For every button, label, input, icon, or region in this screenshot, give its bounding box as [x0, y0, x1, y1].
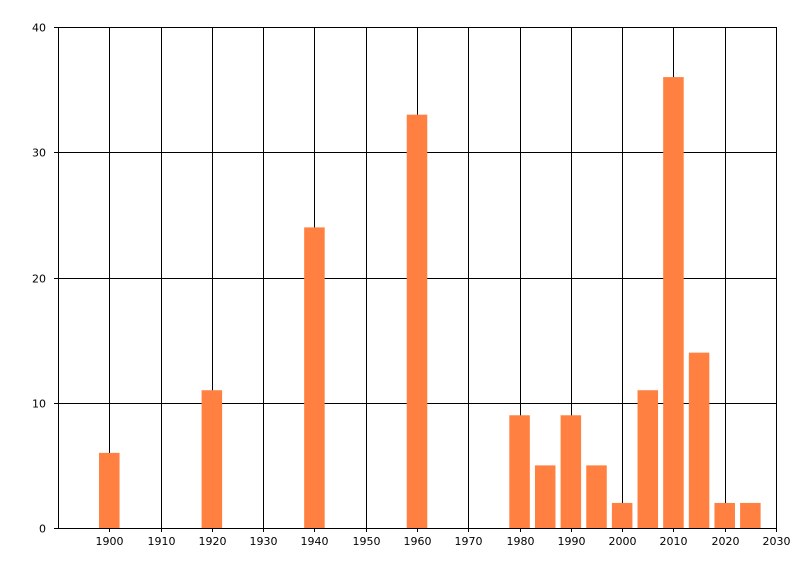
bar-1995 — [586, 465, 607, 528]
x-tick-label: 1930 — [250, 535, 278, 548]
x-tick-label: 1940 — [301, 535, 329, 548]
bar-2010 — [663, 77, 684, 528]
bar-2005 — [637, 390, 659, 528]
bar-2000 — [611, 502, 633, 528]
y-tick-label: 20 — [32, 273, 46, 286]
axes — [54, 27, 777, 532]
x-tick-label: 1970 — [455, 535, 483, 548]
x-tick-label: 1980 — [507, 535, 535, 548]
y-tick-label: 10 — [32, 398, 46, 411]
x-tick-label: 1920 — [199, 535, 227, 548]
x-tick-labels: 1900 1910 1920 1930 1940 1950 1960 1970 1980 1990… — [96, 535, 791, 548]
x-tick-label: 1910 — [148, 535, 176, 548]
y-tick-label: 40 — [32, 22, 46, 35]
bar-1980 — [509, 415, 530, 528]
bar-2020 — [714, 502, 735, 528]
x-tick-label: 1950 — [353, 535, 381, 548]
bar-2015 — [688, 352, 710, 528]
bar-1900 — [99, 452, 120, 528]
y-tick-label: 0 — [39, 523, 46, 536]
bar-1940 — [304, 227, 325, 528]
y-tick-labels: 0 10 20 30 40 — [32, 22, 46, 536]
x-tick-label: 2020 — [712, 535, 740, 548]
x-tick-label: 1900 — [96, 535, 124, 548]
x-tick-label: 2000 — [609, 535, 637, 548]
x-tick-label: 2030 — [763, 535, 791, 548]
y-tick-label: 30 — [32, 147, 46, 160]
x-tick-label: 2010 — [660, 535, 688, 548]
bars — [99, 77, 761, 529]
bar-1985 — [534, 465, 556, 528]
bar-1990 — [560, 415, 582, 528]
bar-2025 — [740, 502, 761, 528]
x-tick-label: 1990 — [558, 535, 586, 548]
bar-1920 — [201, 390, 223, 528]
x-tick-label: 1960 — [404, 535, 432, 548]
bar-1960 — [406, 114, 428, 529]
